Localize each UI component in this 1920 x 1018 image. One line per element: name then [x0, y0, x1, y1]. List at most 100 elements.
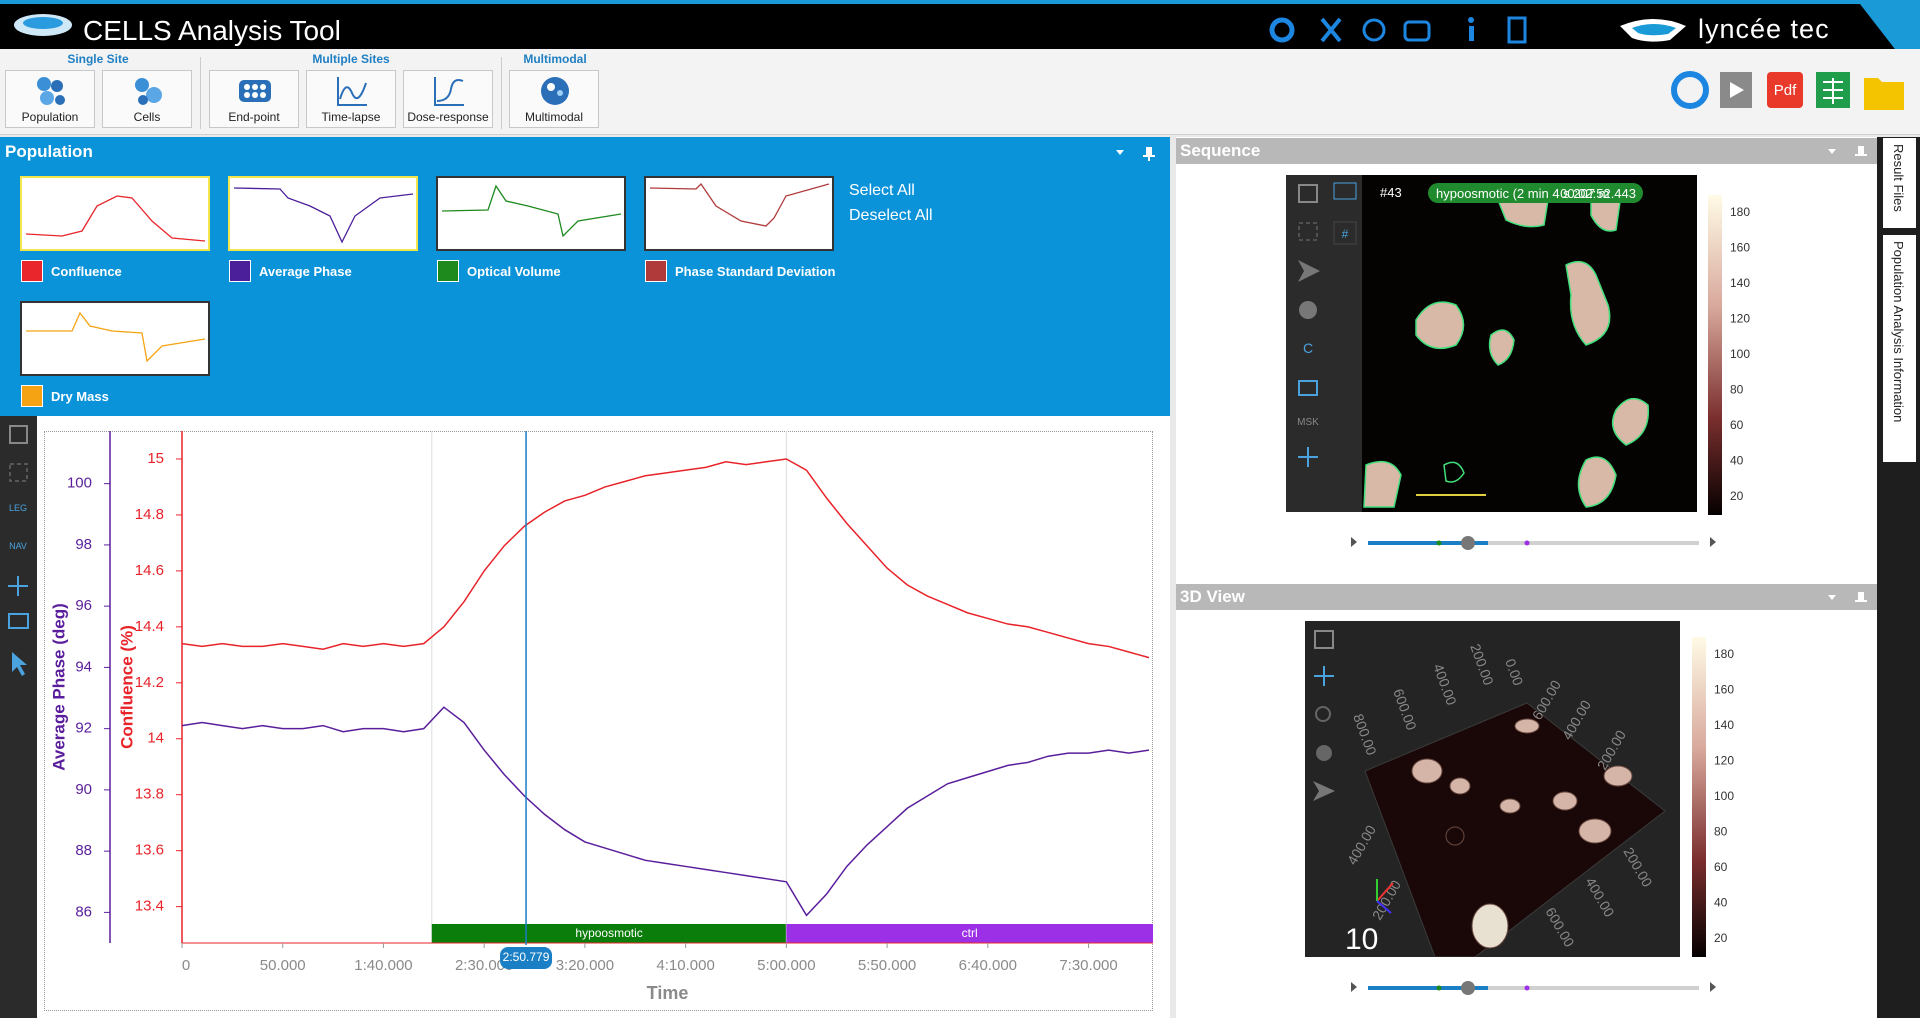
x-tick-label: 4:10.000: [656, 957, 714, 974]
panel-title: Population: [5, 142, 93, 161]
brand-logo: [1620, 19, 1686, 42]
group-label: Single Site: [67, 52, 129, 66]
y2-tick-label: 13.6: [135, 842, 164, 859]
button-icon: [37, 77, 65, 105]
colorbar-gradient: [1692, 637, 1706, 957]
select-all[interactable]: Select All: [849, 182, 915, 199]
panel-header: Sequence: [1176, 138, 1877, 164]
3d-viewer: 800.00 600.00 400.00 200.00 0.00 600.00 …: [1305, 621, 1680, 957]
parameter-swatch: [21, 385, 43, 407]
parameter-thumbnail[interactable]: [436, 176, 626, 251]
tool-label[interactable]: C: [1303, 340, 1313, 356]
y-axis-title: Average Phase (deg): [49, 603, 68, 771]
colorbar-label: 160: [1730, 241, 1750, 255]
title-bar: CELLS Analysis Tool lyncée tec: [0, 0, 1920, 53]
parameter-label: Optical Volume: [467, 264, 561, 279]
app-logo: [14, 14, 72, 36]
button-label: Population: [21, 110, 79, 124]
colorbar-label: 120: [1730, 312, 1750, 326]
side-tab[interactable]: Result Files: [1883, 138, 1916, 228]
button-label: Multimodal: [524, 110, 584, 124]
tool-label[interactable]: LEG: [9, 503, 27, 513]
colorbar-label: 20: [1730, 489, 1744, 503]
y-tick-label: 96: [75, 597, 92, 614]
x-tick-label: 50.000: [260, 957, 306, 974]
button-label: End-point: [228, 110, 280, 124]
cursor-badge: [500, 947, 553, 969]
chart: hypoosmotic ctrl 0 50.000 1:40.000 2:30.000 3:…: [49, 431, 1153, 1003]
parameter-swatch: [645, 260, 667, 282]
right-panels: Sequence #43 hypoosmotic (2 min 4 s 207 …: [1176, 137, 1877, 1018]
button-icon: [135, 78, 162, 105]
button-label: Dose-response: [407, 110, 489, 124]
colorbar-label: 80: [1714, 825, 1728, 839]
ribbon-button[interactable]: Dose-response: [403, 70, 493, 128]
ribbon-button[interactable]: Multimodal: [509, 70, 599, 128]
colorbar-label: 20: [1714, 931, 1728, 945]
parameter-label: Confluence: [51, 264, 122, 279]
export-icons[interactable]: Pdf: [1668, 68, 1908, 112]
parameter-thumbnail[interactable]: [20, 301, 210, 376]
phase-bar: [786, 924, 1153, 943]
button-label: Time-lapse: [321, 110, 381, 124]
chart-toolbar: LEG NAV: [0, 416, 37, 1018]
panel-controls[interactable]: [1822, 590, 1872, 606]
y-tick-label: 94: [75, 658, 92, 675]
ribbon-button[interactable]: End-point: [209, 70, 299, 128]
y2-tick-label: 13.8: [135, 786, 164, 803]
phase-overlay: hypoosmotic (2 min 4 s 207 m: [1436, 186, 1609, 201]
parameter-swatch: [437, 260, 459, 282]
tool-label[interactable]: NAV: [9, 541, 27, 551]
deselect-all[interactable]: Deselect All: [849, 207, 933, 224]
parameter-thumbnail[interactable]: [20, 176, 210, 251]
brand-stripe: [1860, 4, 1920, 53]
colorbar-label: 100: [1714, 789, 1734, 803]
side-tab-label: Population Analysis Information: [1891, 241, 1906, 423]
x-tick-label: 5:00.000: [757, 957, 815, 974]
panel-title: 3D View: [1180, 587, 1245, 606]
parameter-thumbnail[interactable]: [644, 176, 834, 251]
ribbon-button[interactable]: Population: [5, 70, 95, 128]
parameter-thumbnail[interactable]: [228, 176, 418, 251]
colorbar-label: 40: [1730, 454, 1744, 468]
frame-slider[interactable]: [1346, 977, 1716, 997]
y-tick-label: 90: [75, 781, 92, 798]
y2-tick-label: 14.8: [135, 506, 164, 523]
viewer-tools[interactable]: C MSK #: [1297, 182, 1357, 467]
x-tick-label: 7:30.000: [1059, 957, 1117, 974]
frame-slider[interactable]: [1346, 532, 1716, 552]
cursor-label: 2:50.779: [503, 950, 550, 964]
panel-title: Sequence: [1180, 141, 1261, 160]
viewer-tools[interactable]: [1313, 630, 1335, 801]
group-label: Multiple Sites: [312, 52, 390, 66]
frame-number: #43: [1380, 185, 1402, 200]
x-tick-label: 6:40.000: [959, 957, 1017, 974]
pdf-icon-label: Pdf: [1774, 82, 1797, 99]
colorbar: 180 160 140 120 100 80 60 40 20: [1708, 195, 1750, 515]
colorbar-label: 180: [1714, 647, 1734, 661]
panel-controls[interactable]: [1822, 144, 1872, 160]
y2-tick-label: 14.6: [135, 562, 164, 579]
tool-label[interactable]: MSK: [1297, 417, 1319, 428]
parameter-label: Phase Standard Deviation: [675, 264, 836, 279]
side-strip: Result Files Population Analysis Informa…: [1877, 137, 1920, 1018]
ribbon-button[interactable]: Time-lapse: [306, 70, 396, 128]
x-tick-label: 2:30.000: [455, 957, 513, 974]
brand-name: lyncée tec: [1698, 14, 1830, 44]
ribbon-button[interactable]: Cells: [102, 70, 192, 128]
panel-controls[interactable]: [1110, 145, 1160, 161]
series-line: [181, 706, 1150, 917]
toolbar-icons[interactable]: [1265, 14, 1550, 46]
colorbar-label: 160: [1714, 683, 1734, 697]
chart-background: [37, 416, 1170, 1018]
chart-tools[interactable]: LEG NAV: [0, 416, 37, 716]
x-tick-label: 5:50.000: [858, 957, 916, 974]
y2-tick-label: 15: [147, 450, 164, 467]
side-tab[interactable]: Population Analysis Information: [1883, 235, 1916, 462]
sequence-viewer: #43 hypoosmotic (2 min 4 s 207 m 00:02:5…: [1286, 175, 1697, 512]
tool-label[interactable]: #: [1342, 227, 1349, 241]
button-icon: [337, 77, 367, 106]
colorbar-label: 140: [1730, 276, 1750, 290]
phase-bar: [431, 924, 787, 943]
button-label: Cells: [133, 110, 161, 124]
